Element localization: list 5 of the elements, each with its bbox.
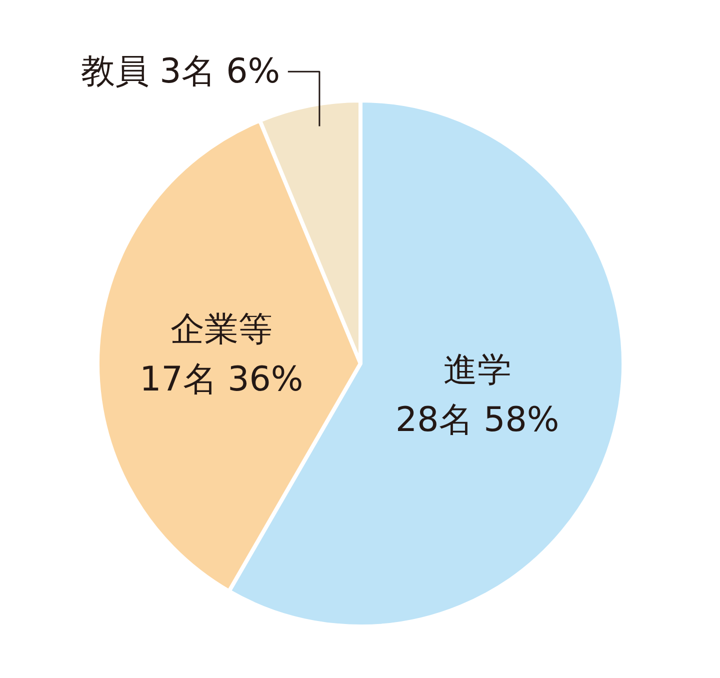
slice-label: 教員 3名 6%	[80, 52, 280, 92]
slice-label: 企業等	[170, 309, 272, 350]
data-label: 17名 36%	[140, 359, 304, 400]
slice-label: 進学	[443, 350, 512, 390]
data-label: 28名 58%	[396, 400, 560, 440]
